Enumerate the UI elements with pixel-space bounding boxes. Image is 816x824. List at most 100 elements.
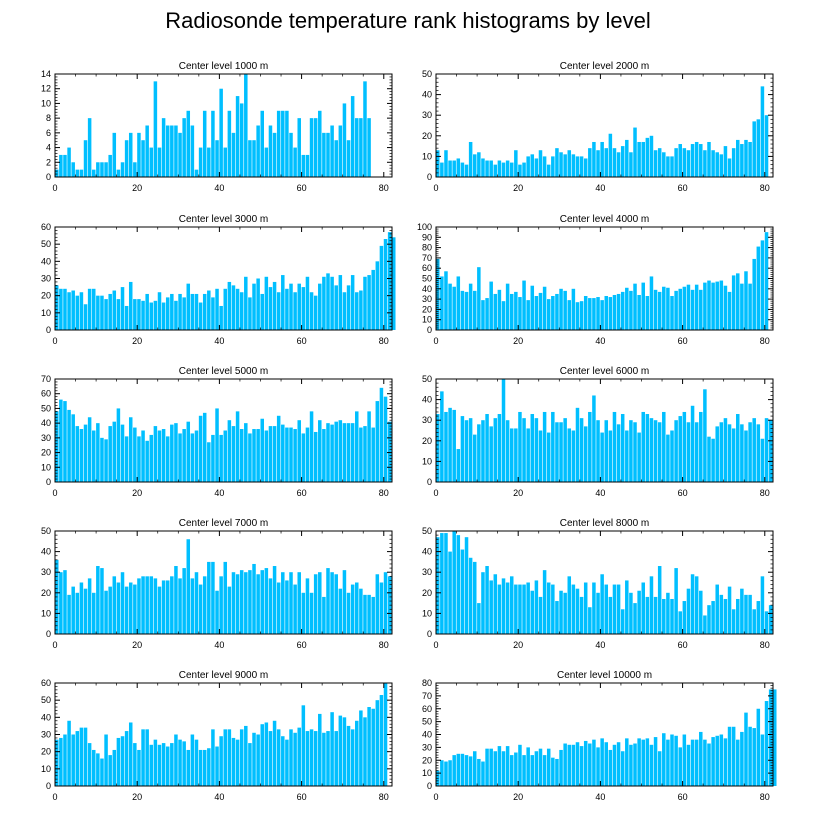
bar	[592, 739, 596, 786]
bar	[141, 576, 145, 634]
bar	[149, 434, 154, 482]
y-tick-label: 70	[422, 253, 432, 263]
bar	[112, 132, 117, 177]
bar	[592, 582, 596, 634]
bar	[674, 290, 678, 330]
bar	[555, 148, 559, 177]
bar	[612, 294, 617, 330]
y-tick-label: 4	[46, 143, 51, 153]
bar	[440, 533, 444, 634]
bar	[707, 280, 711, 330]
bar	[670, 156, 674, 177]
bar	[608, 749, 613, 786]
bar	[752, 121, 756, 177]
bar	[153, 578, 158, 634]
bar	[744, 712, 748, 786]
bar	[493, 164, 498, 177]
bar	[727, 158, 732, 177]
bar	[178, 132, 182, 177]
bar	[207, 147, 211, 177]
bar	[297, 727, 301, 786]
bar	[379, 387, 384, 482]
bar	[563, 743, 567, 786]
y-tick-label: 50	[422, 374, 432, 384]
x-tick-label: 60	[678, 183, 688, 193]
bar	[530, 154, 535, 177]
panel-10: Center level 10000 m 0 20 40 60 80 0 10 20 30 40 50…	[422, 670, 777, 802]
bar	[108, 755, 112, 786]
bar	[174, 566, 178, 634]
bar	[116, 169, 121, 177]
bar	[170, 293, 174, 330]
bar	[678, 416, 682, 482]
bar	[297, 118, 301, 177]
y-tick-label: 10	[422, 151, 432, 161]
bar	[678, 144, 682, 177]
bar	[616, 742, 621, 786]
bar	[538, 292, 543, 330]
bar	[322, 132, 326, 177]
bar	[239, 570, 244, 634]
bar	[723, 146, 728, 177]
bar	[326, 273, 330, 330]
bar	[748, 283, 752, 330]
bar	[367, 707, 371, 786]
bar	[460, 549, 465, 634]
bar	[67, 594, 71, 634]
bar	[272, 132, 277, 177]
bar	[452, 755, 456, 786]
bar	[165, 125, 170, 177]
bar	[75, 592, 80, 634]
bar	[55, 739, 59, 786]
bar	[71, 162, 75, 177]
bar	[567, 428, 572, 482]
bar	[215, 288, 219, 330]
x-tick-label: 80	[760, 488, 770, 498]
bar	[301, 705, 306, 786]
x-tick-label: 40	[595, 640, 605, 650]
bar	[715, 584, 719, 634]
bar	[686, 422, 691, 482]
panel-8: Center level 8000 m 0 20 40 60 80 0 10 20 30 40 50	[422, 518, 774, 650]
bar	[645, 414, 650, 482]
bar	[682, 148, 687, 177]
bar	[383, 396, 388, 482]
bar	[699, 411, 703, 482]
bar	[108, 586, 112, 634]
bar	[616, 293, 621, 330]
bar	[326, 731, 330, 786]
bar	[727, 726, 732, 786]
bar	[509, 162, 514, 177]
bar	[542, 411, 547, 482]
bar	[116, 299, 121, 330]
bar	[223, 147, 228, 177]
bar	[620, 291, 625, 330]
x-tick-label: 80	[379, 792, 389, 802]
bar	[194, 293, 199, 330]
bar	[145, 293, 149, 330]
bar	[727, 291, 732, 330]
bar	[318, 713, 322, 786]
bar	[264, 430, 269, 482]
bar	[744, 271, 748, 330]
bar	[472, 154, 477, 177]
bar	[514, 584, 518, 634]
bar	[359, 588, 363, 634]
bar	[456, 276, 461, 330]
bar	[318, 572, 322, 634]
bar	[559, 749, 563, 786]
bar	[662, 733, 666, 786]
bar	[436, 414, 440, 482]
bar	[59, 288, 63, 330]
bar	[252, 283, 256, 330]
bar	[518, 164, 522, 177]
bar	[91, 749, 96, 786]
bar	[318, 420, 322, 482]
bar	[637, 432, 641, 482]
bar	[464, 755, 469, 786]
y-tick-label: 10	[422, 315, 432, 325]
bar	[293, 429, 297, 482]
bar	[736, 414, 740, 482]
bar	[87, 578, 92, 634]
bar	[485, 414, 489, 482]
